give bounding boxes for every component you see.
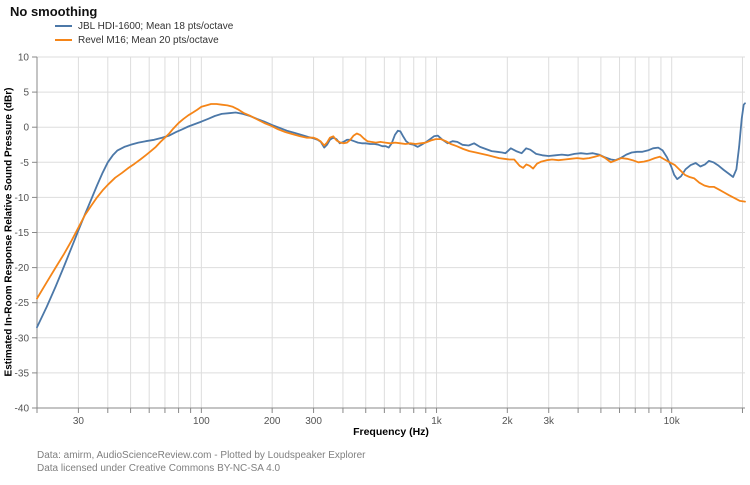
svg-text:-10: -10 bbox=[15, 193, 30, 204]
svg-text:-5: -5 bbox=[20, 158, 29, 169]
svg-text:30: 30 bbox=[73, 416, 85, 427]
x-axis-title: Frequency (Hz) bbox=[353, 426, 429, 438]
svg-text:-40: -40 bbox=[15, 404, 30, 415]
svg-text:300: 300 bbox=[305, 416, 322, 427]
footer-attribution: Data: amirm, AudioScienceReview.com - Pl… bbox=[37, 450, 366, 461]
svg-text:10: 10 bbox=[18, 53, 30, 64]
svg-text:-15: -15 bbox=[15, 228, 30, 239]
svg-text:-35: -35 bbox=[15, 368, 30, 379]
svg-text:10k: 10k bbox=[664, 416, 681, 427]
svg-text:0: 0 bbox=[23, 123, 29, 134]
legend-label-jbl: JBL HDI-1600; Mean 18 pts/octave bbox=[78, 20, 234, 32]
legend: JBL HDI-1600; Mean 18 pts/octave Revel M… bbox=[55, 19, 233, 47]
svg-text:-30: -30 bbox=[15, 333, 30, 344]
legend-swatch-jbl bbox=[55, 25, 72, 27]
svg-text:5: 5 bbox=[23, 88, 29, 99]
chart-title: No smoothing bbox=[10, 4, 98, 19]
legend-item-jbl: JBL HDI-1600; Mean 18 pts/octave bbox=[55, 19, 233, 33]
footer-license: Data licensed under Creative Commons BY-… bbox=[37, 462, 281, 474]
chart-footer: Data: amirm, AudioScienceReview.com - Pl… bbox=[37, 450, 366, 475]
svg-text:1k: 1k bbox=[431, 416, 443, 427]
svg-text:200: 200 bbox=[264, 416, 281, 427]
legend-label-revel: Revel M16; Mean 20 pts/octave bbox=[78, 34, 219, 46]
svg-text:-25: -25 bbox=[15, 298, 30, 309]
svg-text:2k: 2k bbox=[502, 416, 514, 427]
legend-swatch-revel bbox=[55, 39, 72, 41]
svg-text:100: 100 bbox=[193, 416, 210, 427]
legend-item-revel: Revel M16; Mean 20 pts/octave bbox=[55, 33, 233, 47]
svg-text:3k: 3k bbox=[543, 416, 555, 427]
svg-text:-20: -20 bbox=[15, 263, 30, 274]
